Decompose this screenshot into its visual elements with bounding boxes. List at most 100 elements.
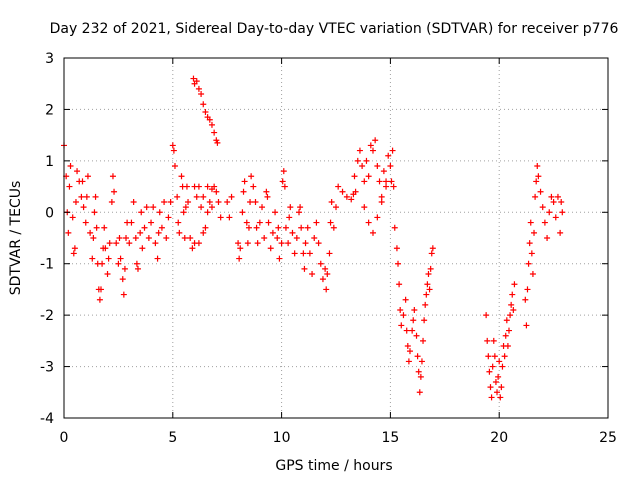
data-point <box>369 229 376 236</box>
data-point <box>176 229 183 236</box>
data-point <box>297 204 304 211</box>
data-point <box>202 224 209 231</box>
data-point <box>558 199 565 205</box>
data-point <box>138 209 145 216</box>
data-point <box>204 183 211 190</box>
data-point <box>416 389 423 396</box>
data-point <box>383 183 390 190</box>
data-point <box>541 219 548 226</box>
x-tick-label: 25 <box>599 430 617 446</box>
data-point <box>390 183 397 190</box>
data-point <box>108 199 115 205</box>
axis-ticks: 0 5 10 15 20 25 -4 -3 -2 -1 0 1 2 3 <box>40 51 617 446</box>
data-point <box>175 219 182 226</box>
data-point <box>287 204 294 211</box>
data-point <box>170 147 177 154</box>
data-point <box>317 260 324 267</box>
data-point <box>497 394 504 401</box>
data-point <box>367 142 374 149</box>
data-point <box>208 204 215 211</box>
data-point <box>507 312 514 319</box>
data-point <box>359 163 366 169</box>
data-point <box>156 209 163 216</box>
data-point <box>378 193 385 200</box>
data-point <box>65 229 72 236</box>
data-point <box>235 240 242 247</box>
data-point <box>348 196 355 203</box>
data-point <box>546 209 553 216</box>
data-point <box>539 204 546 211</box>
data-point <box>365 219 372 226</box>
chart-title: Day 232 of 2021, Sidereal Day-to-day VTE… <box>50 21 619 37</box>
data-point <box>259 204 266 211</box>
data-point <box>200 229 207 236</box>
data-point <box>361 178 368 185</box>
data-point <box>171 163 178 169</box>
data-point <box>494 389 501 396</box>
data-point <box>181 235 188 241</box>
data-point <box>267 245 274 252</box>
data-point <box>236 255 243 262</box>
data-point <box>70 250 77 257</box>
data-point <box>502 332 509 339</box>
data-point <box>533 178 540 185</box>
data-point <box>488 394 495 401</box>
data-point <box>96 296 103 303</box>
data-point <box>113 240 120 247</box>
data-point <box>535 173 542 180</box>
data-point <box>200 101 207 108</box>
data-point <box>378 199 385 205</box>
data-point <box>214 139 221 146</box>
data-point <box>248 173 255 180</box>
data-point <box>523 322 530 329</box>
data-point <box>79 178 86 185</box>
data-point <box>503 317 510 324</box>
data-point <box>554 193 561 200</box>
data-point <box>72 199 79 205</box>
data-point <box>228 193 235 200</box>
data-point <box>215 199 222 205</box>
data-point <box>402 296 409 303</box>
data-point <box>411 307 418 313</box>
data-point <box>376 178 383 185</box>
data-point <box>66 183 73 190</box>
data-point <box>489 363 496 370</box>
data-point <box>193 78 200 85</box>
data-point <box>213 188 220 195</box>
data-point <box>276 255 283 262</box>
x-axis-label: GPS time / hours <box>275 458 392 474</box>
data-point <box>557 229 564 236</box>
data-point <box>134 265 141 272</box>
data-point <box>132 235 139 241</box>
data-point <box>526 240 533 247</box>
data-point <box>374 214 381 221</box>
data-point <box>361 204 368 211</box>
data-point <box>354 157 361 164</box>
data-point <box>559 209 566 216</box>
data-point <box>254 240 261 247</box>
data-point <box>300 250 307 257</box>
y-tick-label: 2 <box>45 102 54 118</box>
data-point <box>161 199 168 205</box>
data-point <box>393 245 400 252</box>
data-point <box>415 368 422 375</box>
data-point <box>389 147 396 154</box>
data-point <box>524 286 531 293</box>
data-point <box>396 281 403 288</box>
data-point <box>224 199 231 205</box>
data-point <box>499 363 506 370</box>
data-point <box>324 271 331 277</box>
data-point <box>400 312 407 319</box>
data-point <box>126 240 133 247</box>
data-point <box>189 245 196 252</box>
x-tick-label: 10 <box>273 430 291 446</box>
data-point <box>495 373 502 380</box>
data-point <box>529 271 536 277</box>
data-point <box>139 245 146 252</box>
data-point <box>243 219 250 226</box>
grid <box>64 58 608 418</box>
data-point <box>69 214 76 221</box>
data-point <box>369 147 376 154</box>
data-point <box>426 286 433 293</box>
data-point <box>326 250 333 257</box>
